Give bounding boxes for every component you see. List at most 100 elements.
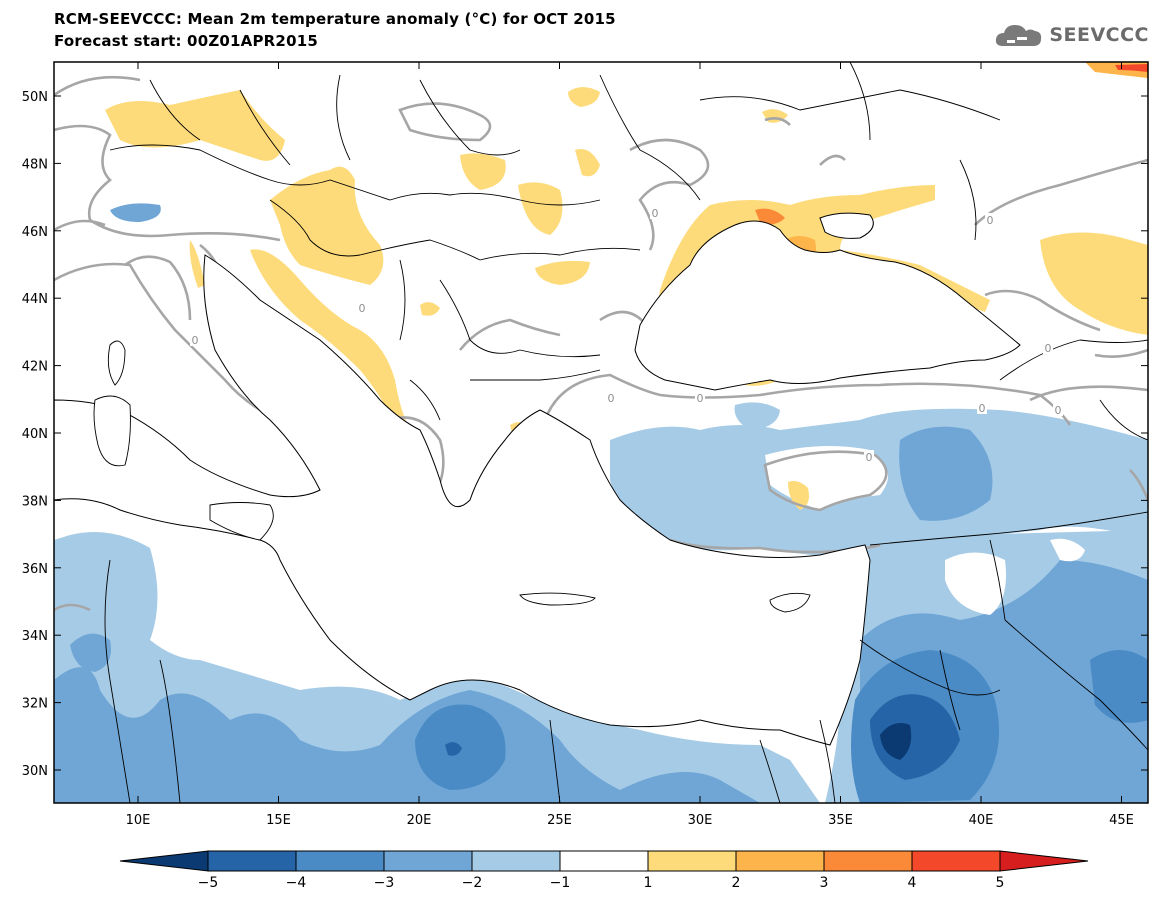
cold-anomaly-anatolia-east [899,426,993,521]
warm-anomaly-moldova [575,149,600,177]
colorbar-label: 1 [644,875,653,891]
contour-label: 0 [979,402,986,415]
contour-label-bg [190,333,200,346]
colorbar-segment [823,850,913,872]
colorbar-label: −1 [550,875,571,891]
warm-anomaly-ukraine [460,153,506,190]
cold-anomaly-tunisia [70,633,111,672]
colorbar-label: 4 [908,875,917,891]
lon-label: 40E [969,813,994,828]
forecast-start: Forecast start: 00Z01APR2015 [54,32,318,50]
warm-anomaly-anatolia-spot [788,480,809,510]
sicily [209,502,274,541]
warm-anomaly-kerch [755,208,785,225]
black-sea [634,220,1021,391]
warm-anomaly-caspian [1040,232,1148,335]
contour-label-bg [695,391,705,404]
contour-label: 0 [192,334,199,347]
lat-label: 34N [22,629,48,644]
contour-label: 0 [652,207,659,220]
logo-text: SEEVCCC [1049,24,1149,46]
lon-label: 25E [547,813,572,828]
lat-label: 40N [22,427,48,442]
colorbar-label: 5 [996,875,1005,891]
lat-label: 44N [22,292,48,307]
mediterranean-sea [54,254,871,746]
lon-label: 20E [407,813,432,828]
cyprus [769,592,811,613]
warm-anomaly-bulgaria [535,260,590,285]
lat-label: 42N [22,360,48,375]
crete [519,592,596,606]
colorbar-max-extension [999,850,1089,872]
lon-label: 10E [126,813,151,828]
cold-anomaly-jordan-peak [880,722,912,760]
colorbar-label: −3 [374,875,395,891]
contour-label: 0 [1045,342,1052,355]
colorbar-label: 3 [820,875,829,891]
contour-label-bg [985,213,995,226]
warm-anomaly-romania [518,182,563,235]
contour-label: 0 [987,214,994,227]
warm-anomaly-top-right-core [1115,64,1148,72]
contour-label: 0 [697,392,704,405]
colorbar-label: −2 [462,875,483,891]
map-area [54,62,1148,803]
warm-anomaly-belarus [568,87,600,107]
contour-label: 0 [866,451,873,464]
contour-label-bg [1043,341,1053,354]
lat-label: 50N [22,90,48,105]
lat-label: 46N [22,225,48,240]
colorbar-segment [911,850,1001,872]
contour-label: 0 [359,302,366,315]
cold-anomaly-libya-peak [445,742,462,756]
colorbar-segment [647,850,737,872]
colorbar-segment [735,850,825,872]
contour-label-bg [357,301,367,314]
country-borders [104,62,1148,803]
contour-label-bg [1053,403,1063,416]
map-title: RCM-SEEVCCC: Mean 2m temperature anomaly… [54,10,616,28]
cold-anomaly-white-syria [945,552,1006,615]
latitude-axis: 50N 48N 46N 44N 42N 40N 38N 36N 34N 32N 30N [22,90,1148,779]
colorbar-label: −4 [286,875,307,891]
lon-label: 30E [688,813,713,828]
longitude-axis: 10E 15E 20E 25E 30E 35E 40E 45E [126,62,1134,828]
colorbar-segment [559,850,649,872]
cloud-icon [996,25,1042,46]
colorbar-segment [295,850,385,872]
lat-label: 38N [22,494,48,509]
cold-anomaly-alps [110,203,161,222]
contour-label-bg [864,450,874,463]
colorbar-min-extension [119,850,209,872]
contour-label-bg [650,206,660,219]
cold-anomaly-white-sinai [1050,538,1085,562]
lat-label: 30N [22,764,48,779]
lon-label: 45E [1109,813,1134,828]
warm-anomaly-central-europe [105,90,285,161]
cold-anomaly-jordan [870,694,960,780]
contour-label-bg [606,391,616,404]
warm-anomaly-adriatic [250,249,410,435]
colorbar-label: 2 [732,875,741,891]
contour-label: 0 [1055,404,1062,417]
seevccc-logo: SEEVCCC [993,20,1149,50]
sea-of-azov [819,212,874,239]
colorbar-label: −5 [198,875,219,891]
contour-label-bg [977,401,987,414]
lon-label: 35E [828,813,853,828]
sea-areas [54,212,1021,746]
colorbar: −5 −4 −3 −2 −1 1 2 3 4 5 [119,850,1089,891]
corsica [107,340,126,386]
contour-label: 0 [608,392,615,405]
colorbar-segment [471,850,561,872]
colorbar-segment [207,850,297,872]
lon-label: 15E [266,813,291,828]
warm-anomaly-italy-coast [189,240,205,288]
islands [93,340,811,613]
lat-label: 48N [22,157,48,172]
colorbar-segment [383,850,473,872]
warm-anomaly-serbia [420,302,440,316]
lat-label: 32N [22,697,48,712]
